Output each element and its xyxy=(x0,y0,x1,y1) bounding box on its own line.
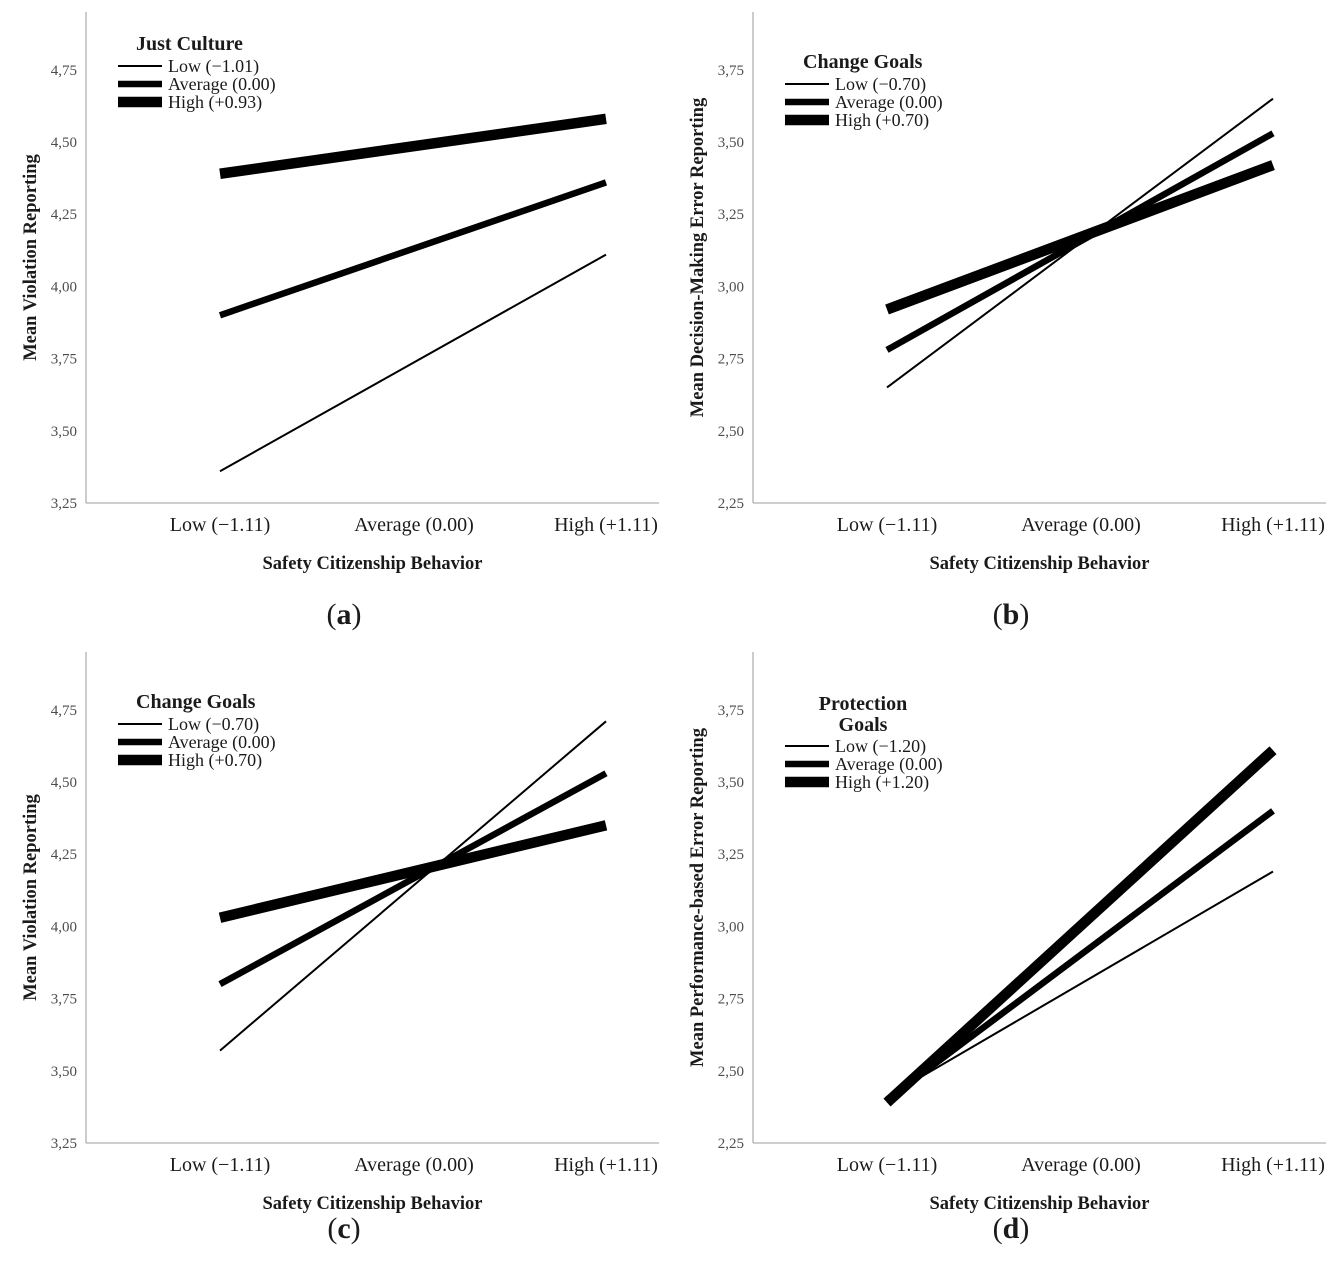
x-tick-label: Low (−1.11) xyxy=(837,514,938,536)
series-line-thin xyxy=(886,97,1274,389)
legend-label: High (+0.93) xyxy=(168,92,262,113)
legend-label: High (+0.70) xyxy=(835,110,929,131)
y-tick-label: 3,00 xyxy=(718,919,744,935)
legend-title: Change Goals xyxy=(136,691,256,713)
series-line-medium xyxy=(885,130,1275,353)
legend-title: Goals xyxy=(839,714,888,736)
y-tick-label: 3,50 xyxy=(51,1064,77,1080)
y-tick-label: 4,00 xyxy=(51,919,77,935)
x-tick-label: Average (0.00) xyxy=(1021,514,1141,536)
interaction-plot-d: 2,25 2,50 2,75 3,00 3,25 3,50 3,75 Low (−1.11) A… xyxy=(688,652,1326,1245)
y-tick-label: 3,25 xyxy=(51,1136,77,1152)
legend-label: Low (−1.01) xyxy=(168,56,259,77)
interaction-plot-c: 3,25 3,50 3,75 4,00 4,25 4,50 4,75 Low (−1.11) A… xyxy=(21,652,659,1245)
y-tick-label: 4,25 xyxy=(51,847,77,863)
y-axis-title: Mean Violation Reporting xyxy=(21,153,41,360)
y-tick-label: 2,25 xyxy=(718,1136,744,1152)
y-tick-label: 2,50 xyxy=(718,424,744,440)
x-tick-label: Low (−1.11) xyxy=(170,514,271,536)
y-tick-label: 4,00 xyxy=(51,279,77,295)
y-tick-label: 4,50 xyxy=(51,135,77,151)
x-axis-title: Safety Citizenship Behavior xyxy=(263,1194,483,1214)
panel-d: 2,25 2,50 2,75 3,00 3,25 3,50 3,75 Low (−1.11) A… xyxy=(667,640,1334,1267)
panel-a: 3,25 3,50 3,75 4,00 4,25 4,50 4,75 Low (−1.11) A… xyxy=(0,0,667,640)
x-tick-label: High (+1.11) xyxy=(1221,1154,1325,1176)
y-tick-label: 3,75 xyxy=(51,992,77,1008)
y-tick-label: 4,25 xyxy=(51,207,77,223)
legend-label: Average (0.00) xyxy=(168,74,276,95)
y-tick-label: 3,75 xyxy=(718,63,744,79)
y-tick-label: 4,75 xyxy=(51,63,77,79)
legend-label: Average (0.00) xyxy=(835,92,943,113)
y-tick-label: 2,50 xyxy=(718,1064,744,1080)
y-tick-label: 2,75 xyxy=(718,352,744,368)
y-tick-label: 3,25 xyxy=(718,847,744,863)
x-tick-label: Average (0.00) xyxy=(354,514,474,536)
y-tick-label: 2,75 xyxy=(718,992,744,1008)
series-line-thin xyxy=(219,253,607,473)
x-axis-title: Safety Citizenship Behavior xyxy=(930,1194,1150,1214)
x-tick-label: Average (0.00) xyxy=(354,1154,474,1176)
y-tick-label: 2,25 xyxy=(718,496,744,512)
series-line-thick xyxy=(218,820,608,923)
legend-label: Low (−0.70) xyxy=(835,74,926,95)
y-tick-label: 3,50 xyxy=(718,775,744,791)
legend-label: Average (0.00) xyxy=(835,754,943,775)
y-tick-label: 3,25 xyxy=(718,207,744,223)
interaction-plot-b: 2,25 2,50 2,75 3,00 3,25 3,50 3,75 Low (−1.11) A… xyxy=(688,12,1326,631)
x-tick-label: High (+1.11) xyxy=(554,1154,658,1176)
x-axis-title: Safety Citizenship Behavior xyxy=(930,554,1150,574)
series-line-thick xyxy=(885,160,1275,315)
panel-c: 3,25 3,50 3,75 4,00 4,25 4,50 4,75 Low (−1.11) A… xyxy=(0,640,667,1267)
y-tick-label: 3,50 xyxy=(51,424,77,440)
series-line-thin xyxy=(886,870,1274,1098)
legend-title: Just Culture xyxy=(136,33,243,55)
series-line-medium xyxy=(218,770,608,987)
x-tick-label: Average (0.00) xyxy=(1021,1154,1141,1176)
panel-caption: (a) xyxy=(327,598,362,631)
x-tick-label: Low (−1.11) xyxy=(170,1154,271,1176)
series-line-thick xyxy=(219,113,607,179)
legend-title: Protection xyxy=(819,693,908,715)
y-axis-title: Mean Decision-Making Error Reporting xyxy=(688,97,708,417)
x-tick-label: High (+1.11) xyxy=(554,514,658,536)
y-axis-title: Mean Violation Reporting xyxy=(21,793,41,1000)
legend-label: Average (0.00) xyxy=(168,732,276,753)
panel-caption: (b) xyxy=(993,598,1030,631)
y-tick-label: 4,75 xyxy=(51,703,77,719)
panel-caption: (d) xyxy=(993,1212,1030,1245)
y-tick-label: 3,75 xyxy=(718,703,744,719)
x-axis-title: Safety Citizenship Behavior xyxy=(263,554,483,574)
legend-label: High (+0.70) xyxy=(168,750,262,771)
y-tick-label: 4,50 xyxy=(51,775,77,791)
panel-b: 2,25 2,50 2,75 3,00 3,25 3,50 3,75 Low (−1.11) A… xyxy=(667,0,1334,640)
legend-title: Change Goals xyxy=(803,51,923,73)
series-line-medium xyxy=(885,808,1275,1103)
series-line-thin xyxy=(219,720,607,1052)
panel-caption: (c) xyxy=(327,1212,360,1245)
y-axis-title: Mean Performance-based Error Reporting xyxy=(688,727,708,1067)
x-tick-label: High (+1.11) xyxy=(1221,514,1325,536)
y-tick-label: 3,00 xyxy=(718,279,744,295)
y-tick-label: 3,75 xyxy=(51,352,77,368)
interaction-plot-a: 3,25 3,50 3,75 4,00 4,25 4,50 4,75 Low (−1.11) A… xyxy=(21,12,659,631)
legend-label: High (+1.20) xyxy=(835,772,929,793)
x-tick-label: Low (−1.11) xyxy=(837,1154,938,1176)
legend-label: Low (−1.20) xyxy=(835,736,926,757)
series-line-medium xyxy=(218,179,608,319)
y-tick-label: 3,25 xyxy=(51,496,77,512)
series-line-thick xyxy=(883,746,1277,1107)
legend-label: Low (−0.70) xyxy=(168,714,259,735)
y-tick-label: 3,50 xyxy=(718,135,744,151)
